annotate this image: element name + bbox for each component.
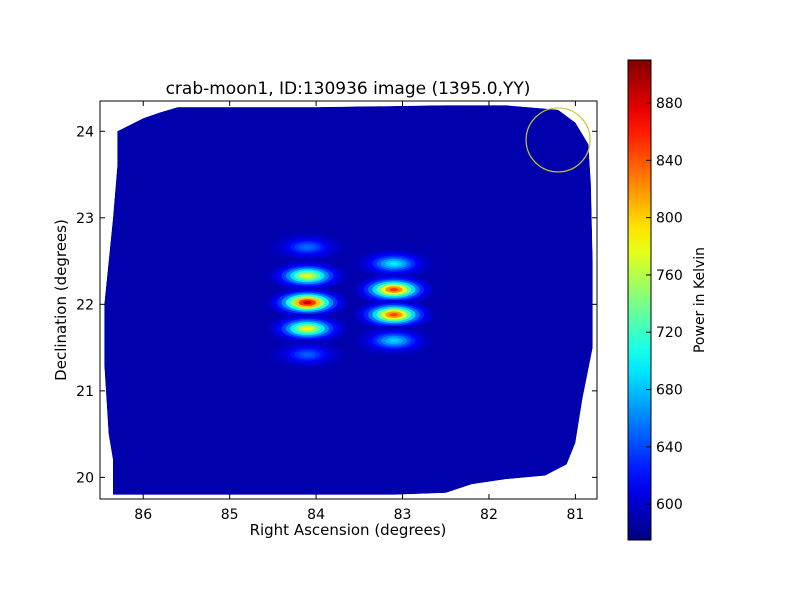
x-axis-ticks: 86 85 84 83 82 81 [134,101,584,523]
blob-2-contour-8 [303,301,312,305]
source-blobs [268,232,433,370]
x-tick-label: 83 [394,507,412,523]
blob-8 [355,326,433,356]
colorbar-ticks: 600 640 680 720 760 800 840 880 [646,96,683,513]
x-axis-label: Right Ascension (degrees) [250,521,447,539]
blob-6-contour-8 [389,288,399,292]
coverage-region [104,105,593,495]
heatmap [104,105,593,495]
blob-7-contour-8 [389,313,399,317]
x-tick-label: 85 [221,507,239,523]
blob-2 [268,287,347,318]
colorbar-tick-label: 800 [656,211,683,227]
blob-7 [355,300,433,330]
blob-8-contour-8 [389,339,399,343]
blob-0-contour-8 [303,245,312,249]
y-tick-label: 24 [76,124,94,140]
blob-3 [268,313,347,344]
colorbar-tick-label: 600 [656,497,683,513]
y-axis-ticks: 20 21 22 23 24 [76,124,597,486]
blob-4 [268,339,347,370]
x-tick-label: 82 [480,507,498,523]
colorbar-tick-label: 720 [656,325,683,341]
blob-5-contour-8 [389,262,399,266]
blob-1-contour-8 [303,274,312,278]
colorbar [627,59,652,541]
y-axis-label: Declination (degrees) [52,219,70,381]
blob-1 [268,261,347,291]
blob-5 [355,249,433,279]
blob-6 [355,274,433,305]
colorbar-tick-label: 840 [656,153,683,169]
blob-0 [268,232,347,262]
y-tick-label: 20 [76,470,94,486]
y-tick-label: 22 [76,297,94,313]
x-tick-label: 81 [566,507,584,523]
colorbar-tick-label: 680 [656,383,683,399]
blob-3-contour-8 [303,327,312,331]
colorbar-tick-label: 760 [656,268,683,284]
chart-title: crab-moon1, ID:130936 image (1395.0,YY) [166,79,531,99]
colorbar-label: Power in Kelvin [692,247,708,353]
blob-4-contour-8 [303,352,312,357]
x-tick-label: 86 [134,507,152,523]
colorbar-tick-label: 640 [656,440,683,456]
beam-circle [525,107,591,173]
plot-frame [99,100,598,500]
y-tick-label: 23 [76,211,94,227]
colorbar-tick-label: 880 [656,96,683,112]
x-tick-label: 84 [307,507,325,523]
y-tick-label: 21 [76,384,94,400]
